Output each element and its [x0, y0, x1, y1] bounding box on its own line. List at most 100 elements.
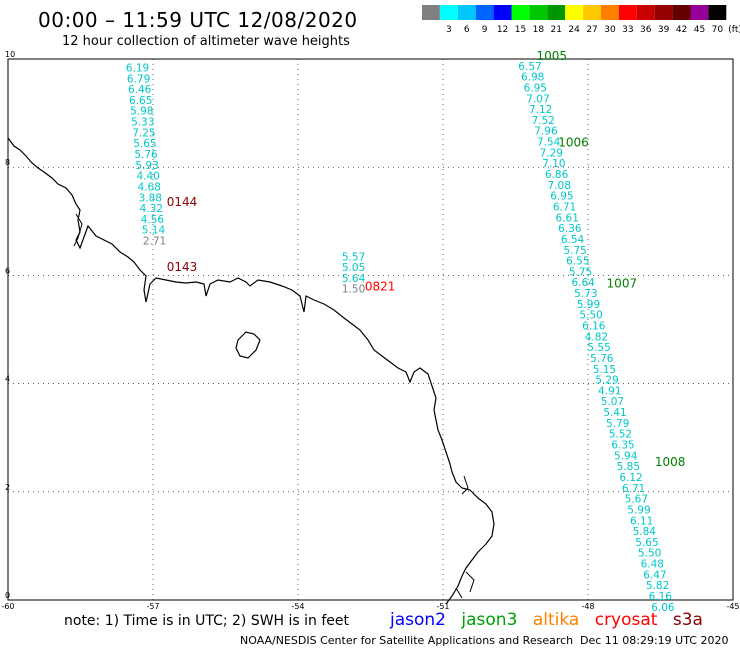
satellite-cryosat: cryosat [594, 610, 658, 630]
wave-height-value: 5.94 [614, 450, 638, 462]
legend-swatch [529, 5, 548, 20]
wave-height-value: 5.76 [590, 353, 614, 365]
track-cryosat: 6.196.796.466.655.985.337.255.655.765.93… [126, 62, 197, 274]
wave-height-value: 5.82 [646, 580, 669, 592]
pass-time-label: 1005 [536, 49, 567, 63]
wave-height-value: 6.47 [643, 569, 666, 581]
wave-height-value: 4.91 [598, 385, 621, 397]
lat-tick-label: 4 [5, 375, 10, 384]
wave-height-value: 4.82 [585, 331, 608, 343]
legend-label: 9 [482, 25, 488, 35]
track-jason3: 6.576.986.957.077.127.527.967.547.297.10… [518, 49, 685, 614]
wave-height-value: 5.99 [577, 299, 600, 311]
legend-swatch [565, 5, 584, 20]
wave-height-value: 7.54 [537, 137, 561, 149]
legend-label: 21 [551, 25, 562, 35]
wave-height-value: 5.76 [134, 149, 158, 161]
wave-height-value: 5.07 [601, 396, 624, 408]
wave-height-value: 5.41 [603, 407, 626, 419]
wave-height-value: 4.68 [138, 181, 161, 193]
legend-label: 30 [604, 25, 616, 35]
wave-height-value: 5.75 [569, 266, 592, 278]
wave-height-value: 6.64 [571, 277, 595, 289]
wave-height-value: 4.40 [136, 171, 159, 183]
legend-unit: (ft) [728, 25, 740, 35]
legend-label: 3 [446, 25, 452, 35]
lat-tick-label: 6 [5, 266, 10, 275]
lat-tick-label: 0 [5, 591, 10, 600]
legend-label: 36 [640, 25, 652, 35]
inland-lake [235, 331, 261, 359]
lon-tick-label: -60 [1, 602, 14, 611]
wave-height-value: 6.65 [129, 95, 152, 107]
wave-height-value: 5.15 [593, 364, 616, 376]
wave-height-value: 6.95 [524, 82, 547, 94]
wave-height-value: 5.64 [342, 273, 366, 285]
satellite-altika: altika [532, 610, 580, 630]
wave-height-value: 5.05 [342, 262, 365, 274]
map-frame [7, 58, 734, 601]
lon-tick-label: -51 [436, 602, 449, 611]
wave-height-value: 7.29 [540, 147, 563, 159]
wave-height-value: 7.07 [526, 93, 549, 105]
wave-height-value: 7.10 [542, 158, 565, 170]
wave-height-value: 4.32 [140, 203, 163, 215]
legend-label: 70 [712, 25, 724, 35]
legend-label: 18 [533, 25, 545, 35]
wave-height-value: 6.12 [619, 472, 642, 484]
wave-height-value: 6.54 [561, 234, 585, 246]
wave-height-value: 5.65 [635, 537, 658, 549]
wave-height-value: 3.88 [139, 192, 162, 204]
lon-tick-label: -54 [291, 602, 304, 611]
wave-height-value: 5.84 [633, 526, 657, 538]
wave-height-value: 6.11 [630, 515, 653, 527]
legend-swatch [547, 5, 566, 20]
wave-height-value: 6.57 [518, 61, 541, 73]
lon-tick-label: -45 [726, 602, 739, 611]
wave-height-value: 6.16 [649, 591, 673, 603]
lat-lon-grid: -60 -57 -54 -51 -48 -45 0 2 4 6 8 10 [1, 50, 739, 611]
legend-label: 15 [515, 25, 526, 35]
wave-height-value: 5.99 [627, 504, 650, 516]
legend-label: 27 [586, 25, 597, 35]
legend-swatch [583, 5, 601, 20]
legend-swatch [672, 5, 691, 20]
wave-height-value: 5.98 [130, 106, 153, 118]
wave-height-value: 7.25 [132, 127, 155, 139]
wave-height-value: 5.50 [579, 310, 602, 322]
pass-time-label: 0821 [365, 280, 396, 294]
wave-height-value: 5.55 [587, 342, 610, 354]
satellite-legend: jason2 jason3 altika cryosat s3a [390, 610, 713, 630]
legend-swatch [511, 5, 530, 20]
legend-label: 6 [464, 25, 470, 35]
credit-line: NOAA/NESDIS Center for Satellite Applica… [240, 634, 574, 647]
wave-height-value: 5.52 [609, 429, 632, 441]
legend-label: 45 [694, 25, 705, 35]
wave-height-value: 5.33 [131, 117, 154, 129]
legend-swatch [636, 5, 655, 20]
wave-height-value: 4.56 [141, 214, 165, 226]
lon-tick-label: -57 [146, 602, 159, 611]
lat-tick-label: 8 [5, 158, 10, 167]
wave-height-value: 6.71 [622, 483, 645, 495]
wave-height-value: 6.19 [126, 62, 149, 74]
wave-height-value: 2.71 [143, 236, 166, 248]
legend-label: 24 [568, 25, 580, 35]
legend-swatch [475, 5, 494, 20]
pass-time-label: 0144 [167, 195, 198, 209]
wave-height-value: 6.79 [127, 73, 150, 85]
pass-time-label: 1008 [655, 455, 686, 469]
wave-height-value: 1.50 [342, 284, 365, 296]
lon-tick-label: -48 [581, 602, 594, 611]
legend-swatch [493, 5, 512, 20]
satellite-s3a: s3a [672, 610, 703, 630]
pass-time-label: 0143 [167, 260, 198, 274]
wave-height-value: 5.79 [606, 418, 629, 430]
wave-height-value: 6.98 [521, 72, 544, 84]
wave-height-value: 6.06 [651, 602, 675, 614]
footer-note: note: 1) Time is in UTC; 2) SWH is in fe… [64, 613, 350, 629]
wave-height-value: 6.46 [128, 84, 152, 96]
lat-tick-label: 2 [5, 483, 10, 492]
